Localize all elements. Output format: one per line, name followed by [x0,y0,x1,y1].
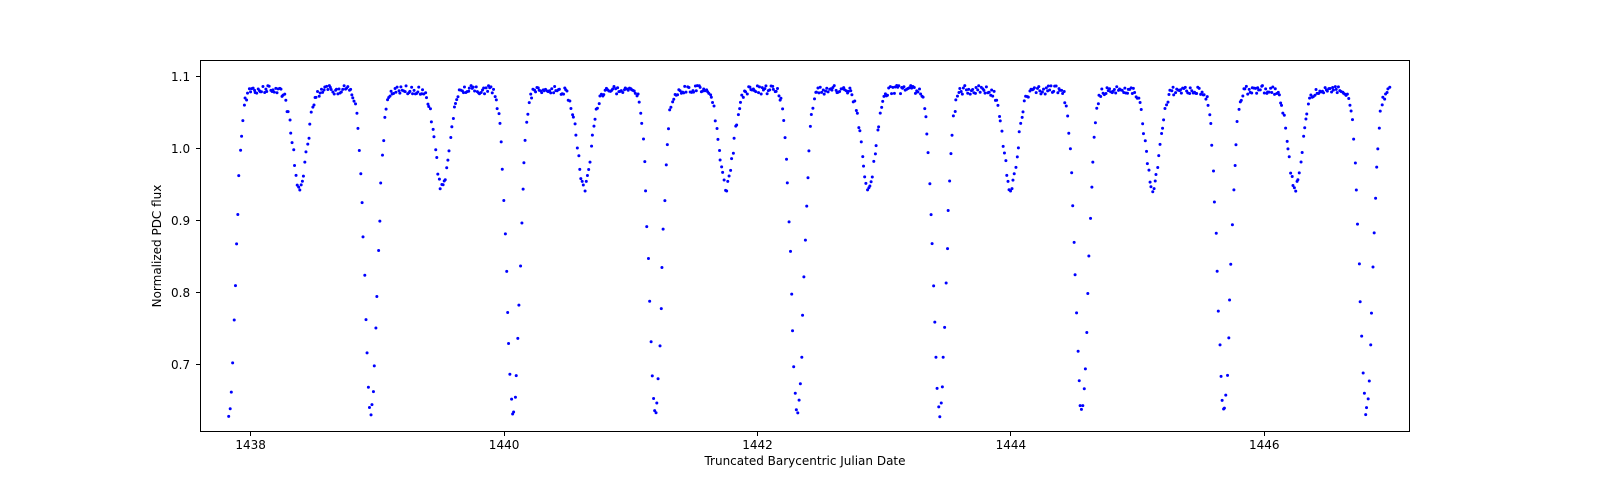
y-tick-label: 0.8 [171,286,190,300]
y-axis-label: Normalized PDC flux [150,60,164,432]
y-tick-label: 1.0 [171,142,190,156]
x-tick-label: 1444 [996,438,1027,452]
y-tick-mark [196,148,200,149]
y-tick-mark [196,220,200,221]
y-tick-label: 0.9 [171,214,190,228]
y-tick-label: 0.7 [171,358,190,372]
x-tick-mark [1264,432,1265,436]
figure: 1438 1440 1442 1444 1446 0.7 0.8 0.9 1.0 1.1 Tru… [0,0,1600,500]
x-tick-label: 1438 [235,438,266,452]
scatter-plot [201,61,1411,433]
x-tick-mark [757,432,758,436]
x-tick-mark [250,432,251,436]
y-tick-mark [196,364,200,365]
x-tick-label: 1446 [1249,438,1280,452]
chart-axes [200,60,1410,432]
y-tick-mark [196,76,200,77]
y-tick-mark [196,292,200,293]
x-tick-label: 1442 [742,438,773,452]
y-tick-label: 1.1 [171,70,190,84]
x-tick-mark [1010,432,1011,436]
x-tick-mark [504,432,505,436]
x-axis-label: Truncated Barycentric Julian Date [200,454,1410,468]
x-tick-label: 1440 [489,438,520,452]
